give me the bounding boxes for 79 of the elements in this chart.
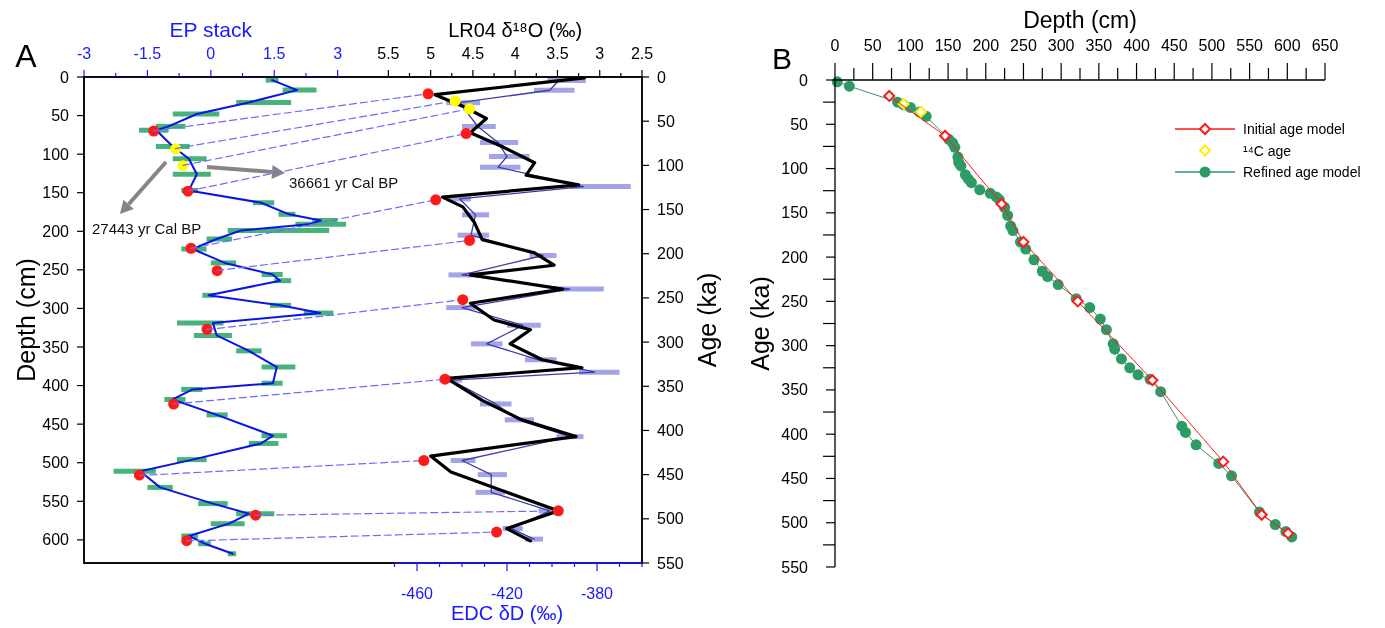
- x-tick-label: 0: [830, 37, 840, 54]
- x-tick-label: 0: [206, 45, 216, 62]
- legend-label: Initial age model: [1243, 121, 1345, 137]
- y-tick-label: 450: [657, 466, 684, 484]
- chart-title: B: [771, 41, 793, 75]
- y-tick-label: 300: [657, 333, 684, 351]
- y-tick-label: 150: [657, 201, 684, 219]
- y-axis-title: Age (ka): [693, 272, 721, 368]
- x-tick-label: 650: [1311, 37, 1339, 54]
- y-tick-label: 300: [781, 337, 809, 355]
- x-tick-label: -420: [490, 585, 524, 603]
- x-tick-label: 1.5: [263, 45, 286, 62]
- annotation: 36661 yr Cal BP: [289, 173, 399, 191]
- y-tick-label: 0: [60, 68, 70, 86]
- y-tick-label: 350: [657, 377, 684, 395]
- x-axis-title: EDC δD (‰): [450, 602, 564, 624]
- y-tick-label: 100: [42, 145, 70, 163]
- y-tick-label: 500: [42, 454, 70, 472]
- x2-tick-label: 2.5: [630, 45, 654, 62]
- y-tick-label: 200: [657, 245, 684, 263]
- y-tick-label: 50: [657, 112, 675, 130]
- y-tick-label: 350: [781, 381, 809, 399]
- y-axis-title: Age (ka): [746, 276, 774, 371]
- chart-title: A: [15, 38, 38, 74]
- y-tick-label: 350: [42, 338, 70, 356]
- y-axis-title: Depth (cm): [12, 258, 40, 382]
- x-tick-label: 350: [1085, 37, 1113, 54]
- x-axis-title: EP stack: [169, 18, 253, 41]
- y-tick-label: 250: [42, 261, 70, 279]
- y-tick-label: 100: [781, 160, 809, 178]
- x-tick-label: -380: [580, 585, 614, 603]
- legend-label: ¹⁴C age: [1243, 142, 1292, 159]
- x-tick-label: 3: [333, 45, 343, 62]
- y-tick-label: 0: [657, 68, 666, 86]
- x2-tick-label: 5: [426, 45, 436, 62]
- y-tick-label: 100: [657, 156, 684, 174]
- y-tick-label: 250: [657, 289, 684, 307]
- x-tick-label: 250: [1010, 37, 1037, 54]
- x2-tick-label: 3.5: [546, 45, 569, 62]
- y-tick-label: 500: [781, 514, 809, 532]
- y-tick-label: 200: [781, 248, 809, 266]
- y-tick-label: 150: [42, 184, 70, 202]
- x2-tick-label: 4: [510, 45, 520, 62]
- legend-label: Refined age model: [1243, 164, 1361, 180]
- x-tick-label: 200: [972, 37, 1000, 54]
- y-tick-label: 400: [657, 421, 684, 439]
- x-axis-title: Depth (cm): [1023, 7, 1137, 33]
- x-tick-label: 450: [1160, 37, 1188, 54]
- x-tick-label: 300: [1047, 37, 1075, 54]
- x2-tick-label: 5.5: [377, 45, 400, 62]
- y-tick-label: 50: [790, 115, 809, 133]
- x-tick-label: 400: [1123, 37, 1150, 54]
- y-tick-label: 50: [51, 107, 70, 125]
- y-tick-label: 550: [657, 554, 684, 572]
- x-tick-label: 550: [1236, 37, 1264, 54]
- y-tick-label: 150: [781, 204, 809, 222]
- x2-axis-title: LR04 δ¹⁸O (‰): [448, 19, 583, 41]
- y-tick-label: 200: [42, 222, 70, 240]
- y-tick-label: 0: [799, 71, 809, 89]
- y-tick-label: 450: [781, 469, 809, 487]
- y-tick-label: 300: [42, 299, 70, 317]
- y-tick-label: 400: [42, 377, 70, 395]
- x-tick-label: 100: [897, 37, 924, 54]
- x-tick-label: 500: [1198, 37, 1226, 54]
- x-tick-label: -1.5: [133, 45, 162, 62]
- y-tick-label: 250: [781, 292, 809, 310]
- y-tick-label: 500: [657, 510, 684, 528]
- annotation: 27443 yr Cal BP: [92, 219, 202, 237]
- x-tick-label: -460: [400, 585, 434, 603]
- y-tick-label: 450: [42, 415, 70, 433]
- x-tick-label: -3: [76, 45, 92, 62]
- y-tick-label: 550: [781, 558, 809, 576]
- x-tick-label: 600: [1273, 37, 1301, 54]
- y-tick-label: 550: [42, 492, 70, 510]
- x-tick-label: 50: [863, 37, 882, 54]
- x-tick-label: 150: [934, 37, 962, 54]
- y-tick-label: 600: [42, 531, 70, 549]
- x2-tick-label: 4.5: [461, 45, 485, 62]
- y-tick-label: 400: [781, 425, 809, 443]
